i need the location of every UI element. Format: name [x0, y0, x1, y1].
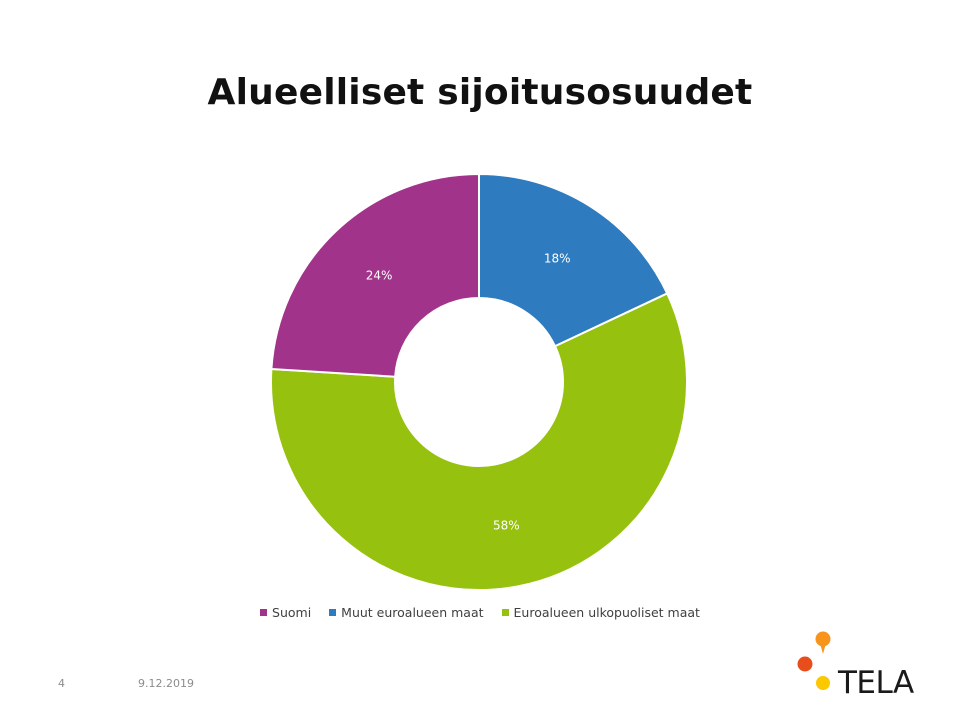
slice-muut-euroalueen-maat [478, 172, 669, 348]
slice-euroalueen-ulkopuoliset-maat [270, 292, 688, 591]
legend-label-muut-euroalueen-maat: Muut euroalueen maat [341, 605, 484, 620]
data-label-suomi: 24% [366, 269, 393, 283]
tela-logo-mark [797, 631, 831, 690]
legend-label-suomi: Suomi [272, 605, 312, 620]
legend-item-muut-euroalueen-maat: Muut euroalueen maat [329, 605, 484, 620]
data-label-muut-euroalueen-maat: 18% [544, 252, 571, 266]
chart-title: Alueelliset sijoitusosuudet [207, 72, 753, 113]
tela-logo: TELA [797, 631, 915, 696]
legend-swatch-muut-euroalueen-maat [329, 609, 337, 616]
legend-item-euroalueen-ulkopuoliset-maat: Euroalueen ulkopuoliset maat [501, 605, 700, 620]
chart-legend: Suomi Muut euroalueen maat Euroalueen ul… [0, 605, 960, 620]
slice-suomi [270, 172, 480, 378]
data-label-euroalueen-ulkopuoliset-maat: 58% [493, 518, 520, 532]
legend-swatch-suomi [260, 609, 268, 616]
slide-date: 9.12.2019 [138, 677, 194, 690]
page-number: 4 [58, 677, 65, 690]
legend-item-suomi: Suomi [260, 605, 311, 620]
legend-label-euroalueen-ulkopuoliset-maat: Euroalueen ulkopuoliset maat [513, 605, 700, 620]
tela-logo-text: TELA [837, 665, 914, 696]
legend-swatch-euroalueen-ulkopuoliset-maat [501, 609, 509, 616]
